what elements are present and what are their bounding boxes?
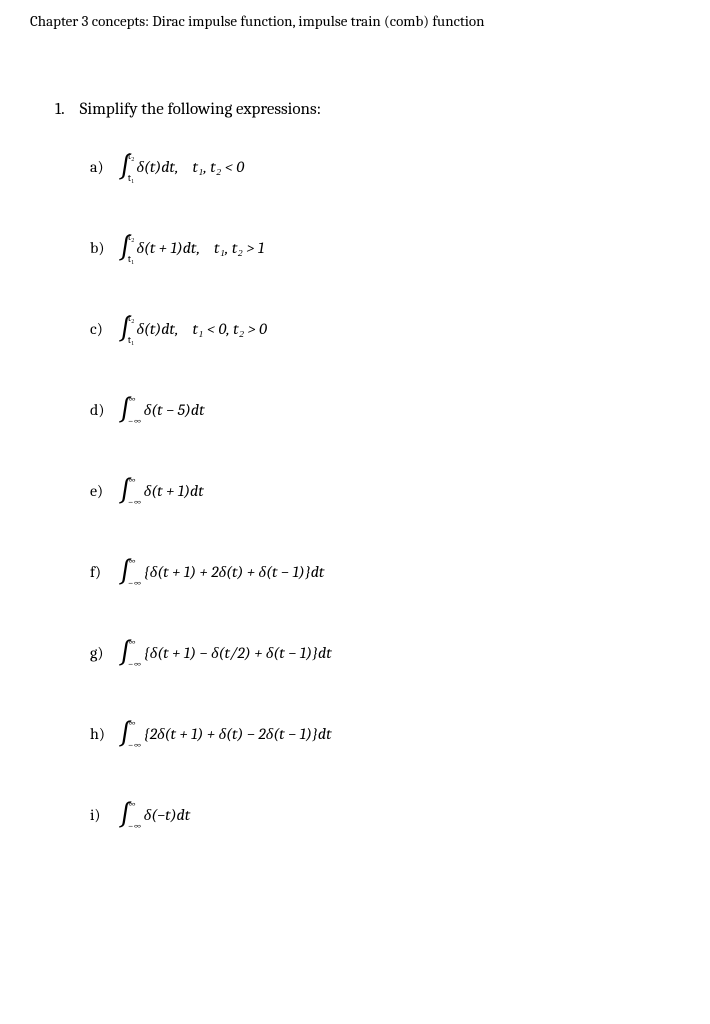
problem-item: a)∫t₂t₁δ(t)dt,t₁, t₂ < 0 (90, 154, 680, 180)
item-label: e) (90, 482, 120, 500)
integrand: {δ(t + 1) + 2δ(t) + δ(t − 1)}dt (144, 563, 325, 582)
items-list: a)∫t₂t₁δ(t)dt,t₁, t₂ < 0b)∫t₂t₁δ(t + 1)d… (30, 154, 680, 828)
problem-item: c)∫t₂t₁δ(t)dt,t₁ < 0, t₂ > 0 (90, 316, 680, 342)
integrand: δ(t)dt, (136, 320, 178, 339)
integral-upper-limit: ∞ (128, 475, 142, 485)
item-label: b) (90, 239, 120, 257)
problem-item: d)∫∞−∞δ(t − 5)dt (90, 397, 680, 423)
integral-lower-limit: −∞ (128, 659, 142, 669)
item-expression: ∫∞−∞{δ(t + 1) − δ(t/2) + δ(t − 1)}dt (120, 640, 332, 666)
integrand: {δ(t + 1) − δ(t/2) + δ(t − 1)}dt (144, 644, 332, 663)
item-expression: ∫∞−∞{δ(t + 1) + 2δ(t) + δ(t − 1)}dt (120, 559, 324, 585)
integrand: δ(t + 1)dt (144, 482, 204, 501)
condition: t₁, t₂ > 1 (214, 239, 264, 258)
integrand: δ(−t)dt (144, 806, 190, 825)
integral-upper-limit: ∞ (128, 718, 142, 728)
integral-sign: ∫∞−∞ (120, 397, 142, 423)
item-label: i) (90, 806, 120, 824)
integral-lower-limit: t₁ (128, 254, 135, 264)
integrand: {2δ(t + 1) + δ(t) − 2δ(t − 1)}dt (144, 725, 332, 744)
integral-upper-limit: ∞ (128, 394, 142, 404)
integral-sign: ∫t₂t₁ (120, 235, 134, 261)
integrand: δ(t + 1)dt, (136, 239, 200, 258)
problem-item: h)∫∞−∞{2δ(t + 1) + δ(t) − 2δ(t − 1)}dt (90, 721, 680, 747)
problem-item: i)∫∞−∞δ(−t)dt (90, 802, 680, 828)
problem-prompt: Simplify the following expressions: (80, 100, 322, 119)
integrand: δ(t − 5)dt (144, 401, 205, 420)
item-expression: ∫∞−∞{2δ(t + 1) + δ(t) − 2δ(t − 1)}dt (120, 721, 332, 747)
integral-sign: ∫∞−∞ (120, 802, 142, 828)
item-expression: ∫∞−∞δ(t + 1)dt (120, 478, 204, 504)
item-label: c) (90, 320, 120, 338)
integral-lower-limit: −∞ (128, 821, 142, 831)
item-label: d) (90, 401, 120, 419)
integral-sign: ∫∞−∞ (120, 640, 142, 666)
integral-lower-limit: −∞ (128, 740, 142, 750)
integral-sign: ∫∞−∞ (120, 721, 142, 747)
integral-upper-limit: ∞ (128, 799, 142, 809)
integral-sign: ∫t₂t₁ (120, 316, 134, 342)
problem-item: g)∫∞−∞{δ(t + 1) − δ(t/2) + δ(t − 1)}dt (90, 640, 680, 666)
item-expression: ∫∞−∞δ(−t)dt (120, 802, 190, 828)
integral-lower-limit: −∞ (128, 578, 142, 588)
item-label: g) (90, 644, 120, 662)
integral-lower-limit: t₁ (128, 173, 135, 183)
integral-sign: ∫∞−∞ (120, 559, 142, 585)
integral-upper-limit: t₂ (128, 232, 135, 242)
problem-item: b)∫t₂t₁δ(t + 1)dt,t₁, t₂ > 1 (90, 235, 680, 261)
integral-upper-limit: t₂ (128, 313, 135, 323)
problem-item: f)∫∞−∞{δ(t + 1) + 2δ(t) + δ(t − 1)}dt (90, 559, 680, 585)
item-expression: ∫t₂t₁δ(t)dt,t₁ < 0, t₂ > 0 (120, 316, 267, 342)
problem-heading: 1. Simplify the following expressions: (55, 100, 680, 119)
problem-number: 1. (55, 100, 65, 119)
condition: t₁ < 0, t₂ > 0 (192, 320, 267, 339)
item-expression: ∫t₂t₁δ(t + 1)dt,t₁, t₂ > 1 (120, 235, 264, 261)
integral-upper-limit: t₂ (128, 151, 135, 161)
integrand: δ(t)dt, (136, 158, 178, 177)
problem-item: e)∫∞−∞δ(t + 1)dt (90, 478, 680, 504)
chapter-header: Chapter 3 concepts: Dirac impulse functi… (30, 12, 680, 30)
integral-lower-limit: −∞ (128, 497, 142, 507)
integral-upper-limit: ∞ (128, 556, 142, 566)
condition: t₁, t₂ < 0 (192, 158, 244, 177)
page: Chapter 3 concepts: Dirac impulse functi… (0, 0, 710, 923)
item-expression: ∫∞−∞δ(t − 5)dt (120, 397, 205, 423)
integral-upper-limit: ∞ (128, 637, 142, 647)
item-label: h) (90, 725, 120, 743)
item-label: a) (90, 158, 120, 176)
integral-sign: ∫∞−∞ (120, 478, 142, 504)
integral-sign: ∫t₂t₁ (120, 154, 134, 180)
integral-lower-limit: −∞ (128, 416, 142, 426)
item-label: f) (90, 563, 120, 581)
integral-lower-limit: t₁ (128, 335, 135, 345)
item-expression: ∫t₂t₁δ(t)dt,t₁, t₂ < 0 (120, 154, 244, 180)
